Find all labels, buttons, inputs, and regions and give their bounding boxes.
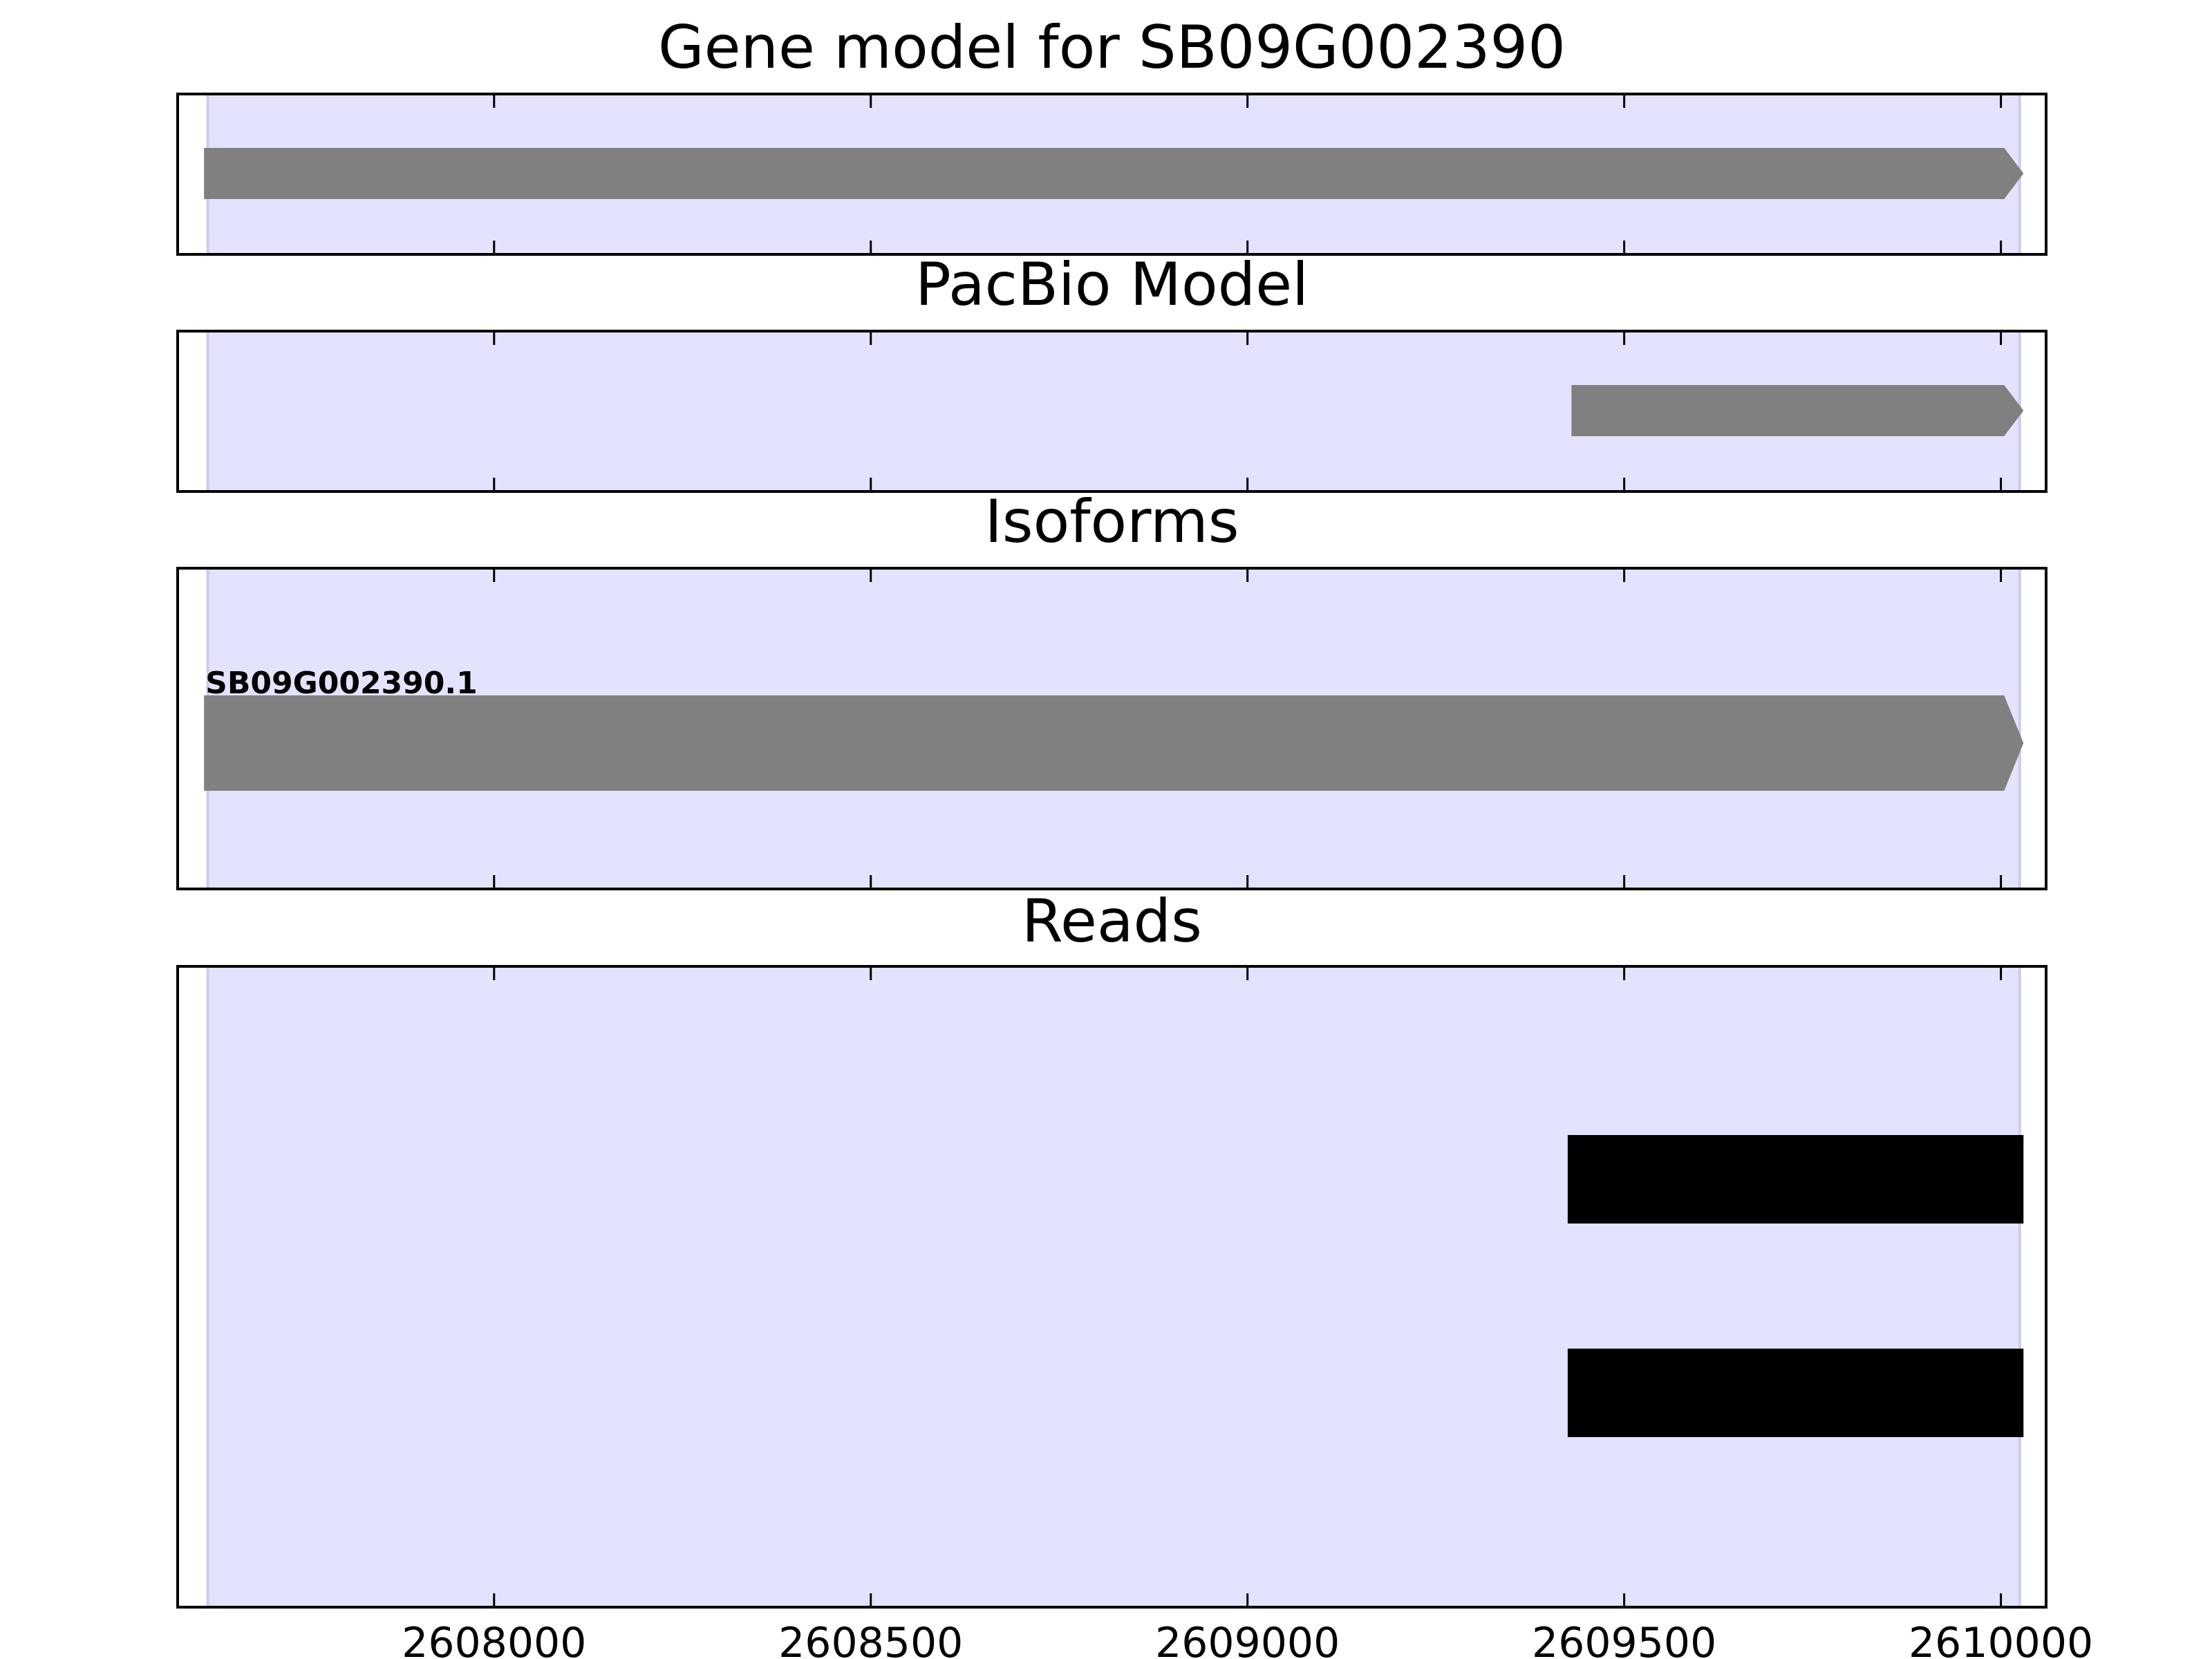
axes-frame <box>176 567 2047 890</box>
shaded-region <box>207 966 2020 1607</box>
track-panel-1: Gene model for SB09G002390 <box>176 13 2047 256</box>
track-title: Reads <box>1022 887 1202 956</box>
track-title: PacBio Model <box>915 250 1309 319</box>
axes-frame <box>176 93 2047 256</box>
exon-feature <box>204 148 2024 199</box>
x-tick-label: 2610000 <box>1909 1619 2093 1659</box>
x-tick-label: 2609000 <box>1155 1619 1340 1659</box>
track-title: Gene model for SB09G002390 <box>658 13 1566 82</box>
x-tick-label: 2609500 <box>1532 1619 1716 1659</box>
exon-feature <box>204 695 2024 791</box>
axes-frame <box>176 330 2047 493</box>
isoform-label: SB09G002390.1 <box>205 666 478 701</box>
track-panel-2: PacBio Model <box>176 250 2047 493</box>
x-tick-label: 2608500 <box>778 1619 963 1659</box>
exon-feature <box>1571 385 2024 436</box>
track-panel-4: 2608000 2608500 2609000 2609500 2610000 Reads <box>176 887 2093 1659</box>
read-bar <box>1567 1135 2024 1224</box>
track-title: Isoforms <box>984 487 1239 556</box>
read-bar <box>1567 1349 2024 1437</box>
x-tick-label: 2608000 <box>402 1619 586 1659</box>
track-panel-3: SB09G002390.1 Isoforms <box>176 487 2047 890</box>
axes-frame <box>176 965 2047 1609</box>
